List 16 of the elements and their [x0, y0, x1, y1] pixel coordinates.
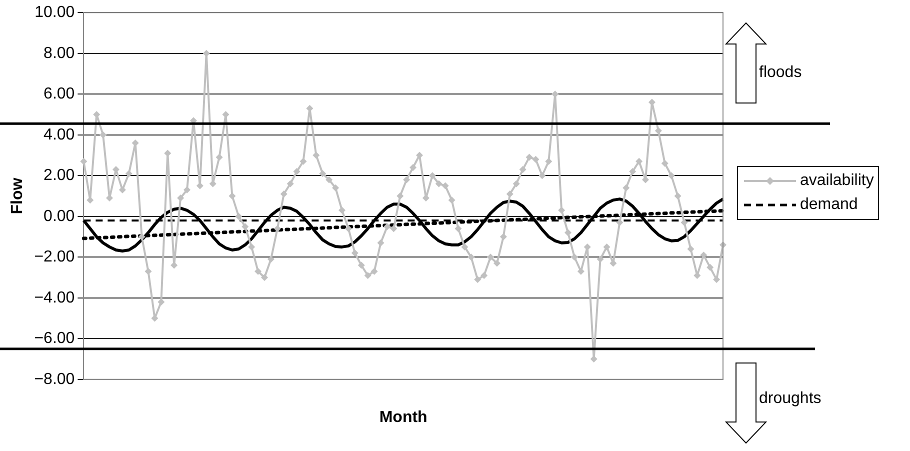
- text: floods: [759, 64, 802, 82]
- y-tick-label: 2.00: [44, 167, 75, 184]
- y-tick-label: 6.00: [44, 86, 75, 103]
- y-tick-label: −2.00: [34, 248, 75, 266]
- y-axis-title: Flow: [9, 177, 26, 214]
- x-axis-title: Month: [379, 408, 428, 426]
- text: droughts: [759, 390, 822, 408]
- y-tick-label: 10.00: [34, 4, 75, 22]
- y-tick-label: −6.00: [34, 330, 75, 348]
- y-tick-label: 4.00: [44, 126, 75, 144]
- legend-label: demand: [800, 196, 858, 214]
- y-tick-label: −8.00: [34, 370, 75, 388]
- y-tick-label: 8.00: [44, 44, 75, 62]
- y-tick-label: 0.00: [44, 208, 75, 225]
- legend-label: availability: [800, 172, 874, 190]
- y-tick-label: −4.00: [34, 289, 75, 306]
